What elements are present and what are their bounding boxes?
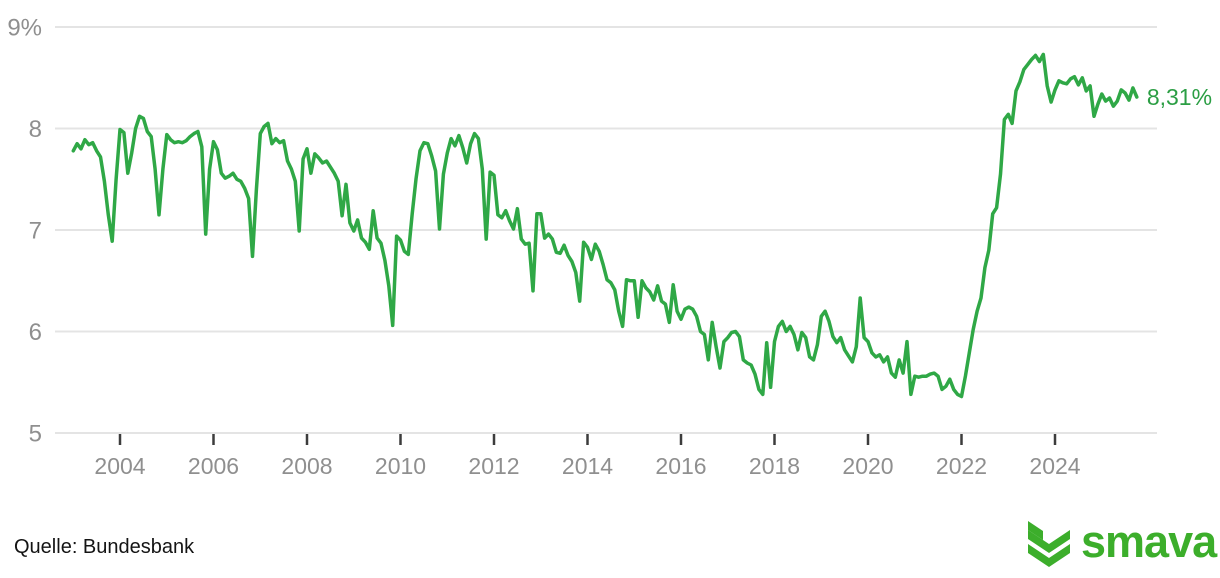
x-axis-label: 2012: [468, 453, 519, 479]
x-axis-ticks: [118, 434, 1057, 445]
y-axis-label: 6: [29, 319, 42, 346]
x-axis-label: 2010: [375, 453, 426, 479]
x-axis-label: 2018: [749, 453, 800, 479]
x-axis-labels: 2004 2006 2008 2010 2012 2014 2016 2018 2020 2022…: [94, 453, 1080, 479]
y-axis-label: 9%: [7, 14, 42, 41]
smava-logo-icon: [1028, 521, 1070, 567]
y-axis-label: 8: [29, 116, 42, 143]
x-axis-label: 2020: [842, 453, 893, 479]
rate-line: [71, 52, 1139, 399]
smava-logo: smava: [1026, 515, 1217, 568]
x-axis-label: 2024: [1029, 453, 1080, 479]
x-axis-label: 2004: [94, 453, 145, 479]
smava-logo-text: smava: [1081, 515, 1217, 567]
y-axis-label: 5: [29, 420, 42, 447]
y-axis-label: 7: [29, 217, 42, 244]
y-axis-labels: 9% 8 7 6 5: [7, 14, 42, 447]
x-axis-label: 2006: [188, 453, 239, 479]
x-axis-label: 2008: [281, 453, 332, 479]
x-axis-label: 2014: [562, 453, 613, 479]
source-label: Quelle: Bundesbank: [14, 536, 195, 558]
end-value-label: 8,31%: [1147, 84, 1212, 110]
x-axis-label: 2016: [655, 453, 706, 479]
x-axis-label: 2022: [936, 453, 987, 479]
